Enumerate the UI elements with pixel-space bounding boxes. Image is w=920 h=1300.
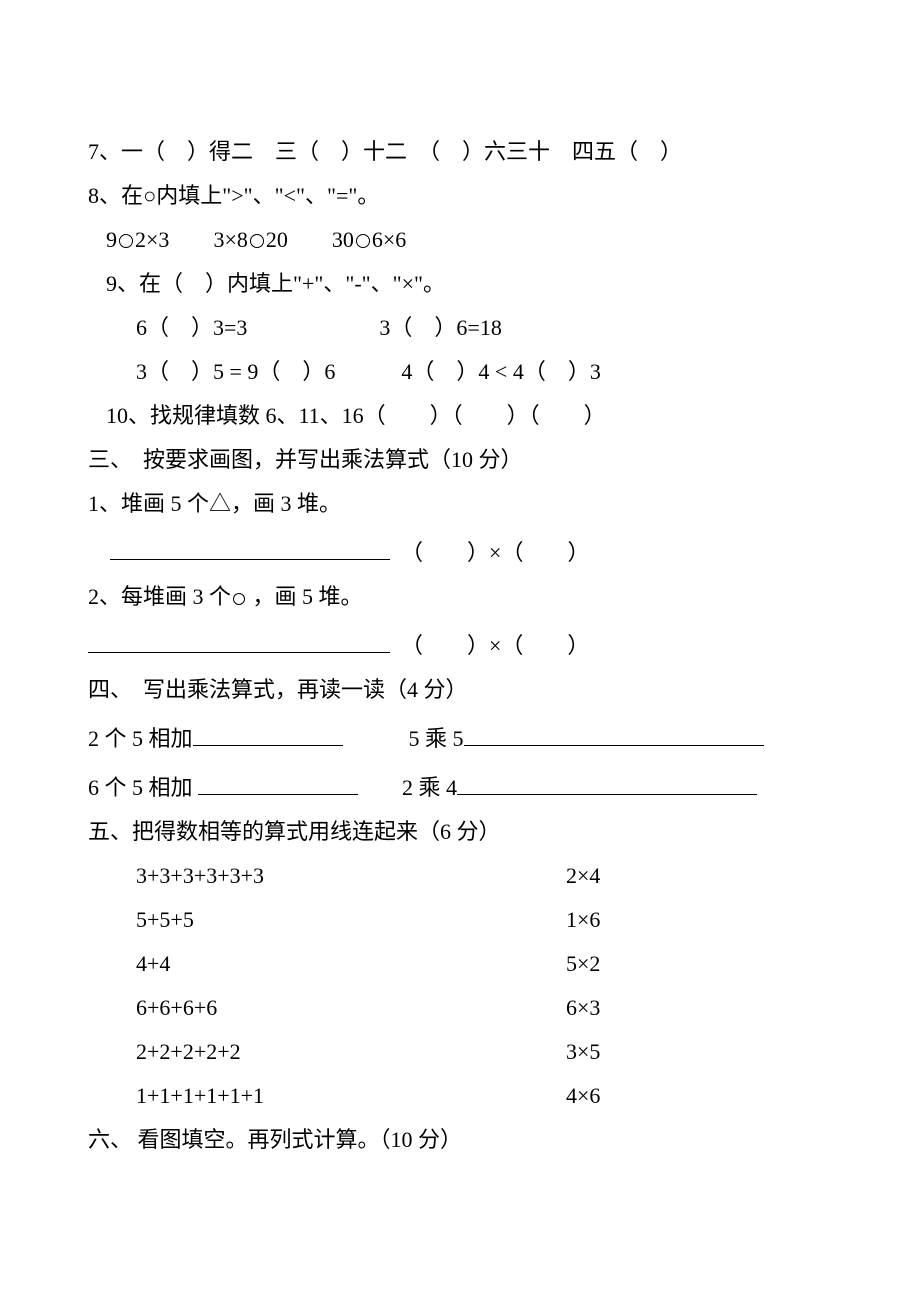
match-right: 5×2 xyxy=(566,942,646,986)
paren-multiply: （ ）×（ ） xyxy=(412,633,589,658)
match-left: 5+5+5 xyxy=(136,898,566,942)
match-row: 2+2+2+2+23×5 xyxy=(88,1030,832,1074)
section-3-item-1: 1、堆画 5 个△，画 3 堆。 xyxy=(88,482,832,526)
section-3-item-2-answer: （ ）×（ ） xyxy=(88,619,832,668)
match-left: 2+2+2+2+2 xyxy=(136,1030,566,1074)
compare-circle-icon xyxy=(356,234,370,248)
matching-pairs: 3+3+3+3+3+32×45+5+51×64+45×26+6+6+66×32+… xyxy=(88,854,832,1118)
question-8-prompt: 8、在○内填上">"、"<"、"="。 xyxy=(88,174,832,218)
question-9-prompt: 9、在（ ）内填上"+"、"-"、"×"。 xyxy=(88,262,832,306)
section-5-title: 五、把得数相等的算式用线连起来（6 分） xyxy=(88,810,832,854)
answer-blank-line xyxy=(88,619,390,653)
answer-blank-line xyxy=(457,761,757,795)
match-right: 3×5 xyxy=(566,1030,646,1074)
section-4-title: 四、 写出乘法算式，再读一读（4 分） xyxy=(88,668,832,712)
question-8-expressions: 9 2×3 3×8 20 30 6×6 xyxy=(88,218,832,262)
answer-blank-line xyxy=(198,761,358,795)
section-3-item-1-answer: （ ）×（ ） xyxy=(88,526,832,575)
paren-multiply: （ ）×（ ） xyxy=(412,540,589,565)
match-left: 3+3+3+3+3+3 xyxy=(136,854,566,898)
q8-a2: 2×3 xyxy=(135,227,169,252)
match-row: 6+6+6+66×3 xyxy=(88,986,832,1030)
answer-blank-line xyxy=(464,712,764,746)
q8-c1: 30 xyxy=(332,227,354,252)
section-3-item-2: 2、每堆画 3 个 ，画 5 堆。 xyxy=(88,575,832,619)
section-4-line-2: 6 个 5 相加 2 乘 4 xyxy=(88,761,832,810)
compare-circle-icon xyxy=(119,234,133,248)
match-left: 6+6+6+6 xyxy=(136,986,566,1030)
match-right: 6×3 xyxy=(566,986,646,1030)
match-row: 4+45×2 xyxy=(88,942,832,986)
q8-b1: 3×8 xyxy=(213,227,247,252)
circle-icon xyxy=(233,593,245,605)
answer-blank-line xyxy=(193,712,343,746)
question-10: 10、找规律填数 6、11、16（ ）（ ）（ ） xyxy=(88,394,832,438)
s4-l1a: 2 个 5 相加 xyxy=(88,726,193,751)
q8-c2: 6×6 xyxy=(372,227,406,252)
match-right: 1×6 xyxy=(566,898,646,942)
s4-l1b: 5 乘 5 xyxy=(409,726,464,751)
q8-a1: 9 xyxy=(106,227,117,252)
section-4-line-1: 2 个 5 相加 5 乘 5 xyxy=(88,712,832,761)
answer-blank-line xyxy=(110,526,390,560)
question-9-line-2: 6（ ）3=3 3（ ）6=18 xyxy=(88,306,832,350)
section-3-title: 三、 按要求画图，并写出乘法算式（10 分） xyxy=(88,438,832,482)
section-3-item-2-tail: ，画 5 堆。 xyxy=(247,584,363,609)
match-right: 4×6 xyxy=(566,1074,646,1118)
match-row: 3+3+3+3+3+32×4 xyxy=(88,854,832,898)
section-6-title: 六、 看图填空。再列式计算。（10 分） xyxy=(88,1118,832,1162)
match-left: 4+4 xyxy=(136,942,566,986)
match-row: 5+5+51×6 xyxy=(88,898,832,942)
compare-circle-icon xyxy=(250,234,264,248)
match-left: 1+1+1+1+1+1 xyxy=(136,1074,566,1118)
section-3-item-2-text: 2、每堆画 3 个 xyxy=(88,584,231,609)
s4-l2a: 6 个 5 相加 xyxy=(88,775,193,800)
q8-b2: 20 xyxy=(266,227,288,252)
question-9-line-3: 3（ ）5 = 9（ ）6 4（ ）4 < 4（ ）3 xyxy=(88,350,832,394)
question-7: 7、一（ ）得二 三（ ）十二 （ ）六三十 四五（ ） xyxy=(88,130,832,174)
s4-l2b: 2 乘 4 xyxy=(402,775,457,800)
match-right: 2×4 xyxy=(566,854,646,898)
match-row: 1+1+1+1+1+14×6 xyxy=(88,1074,832,1118)
